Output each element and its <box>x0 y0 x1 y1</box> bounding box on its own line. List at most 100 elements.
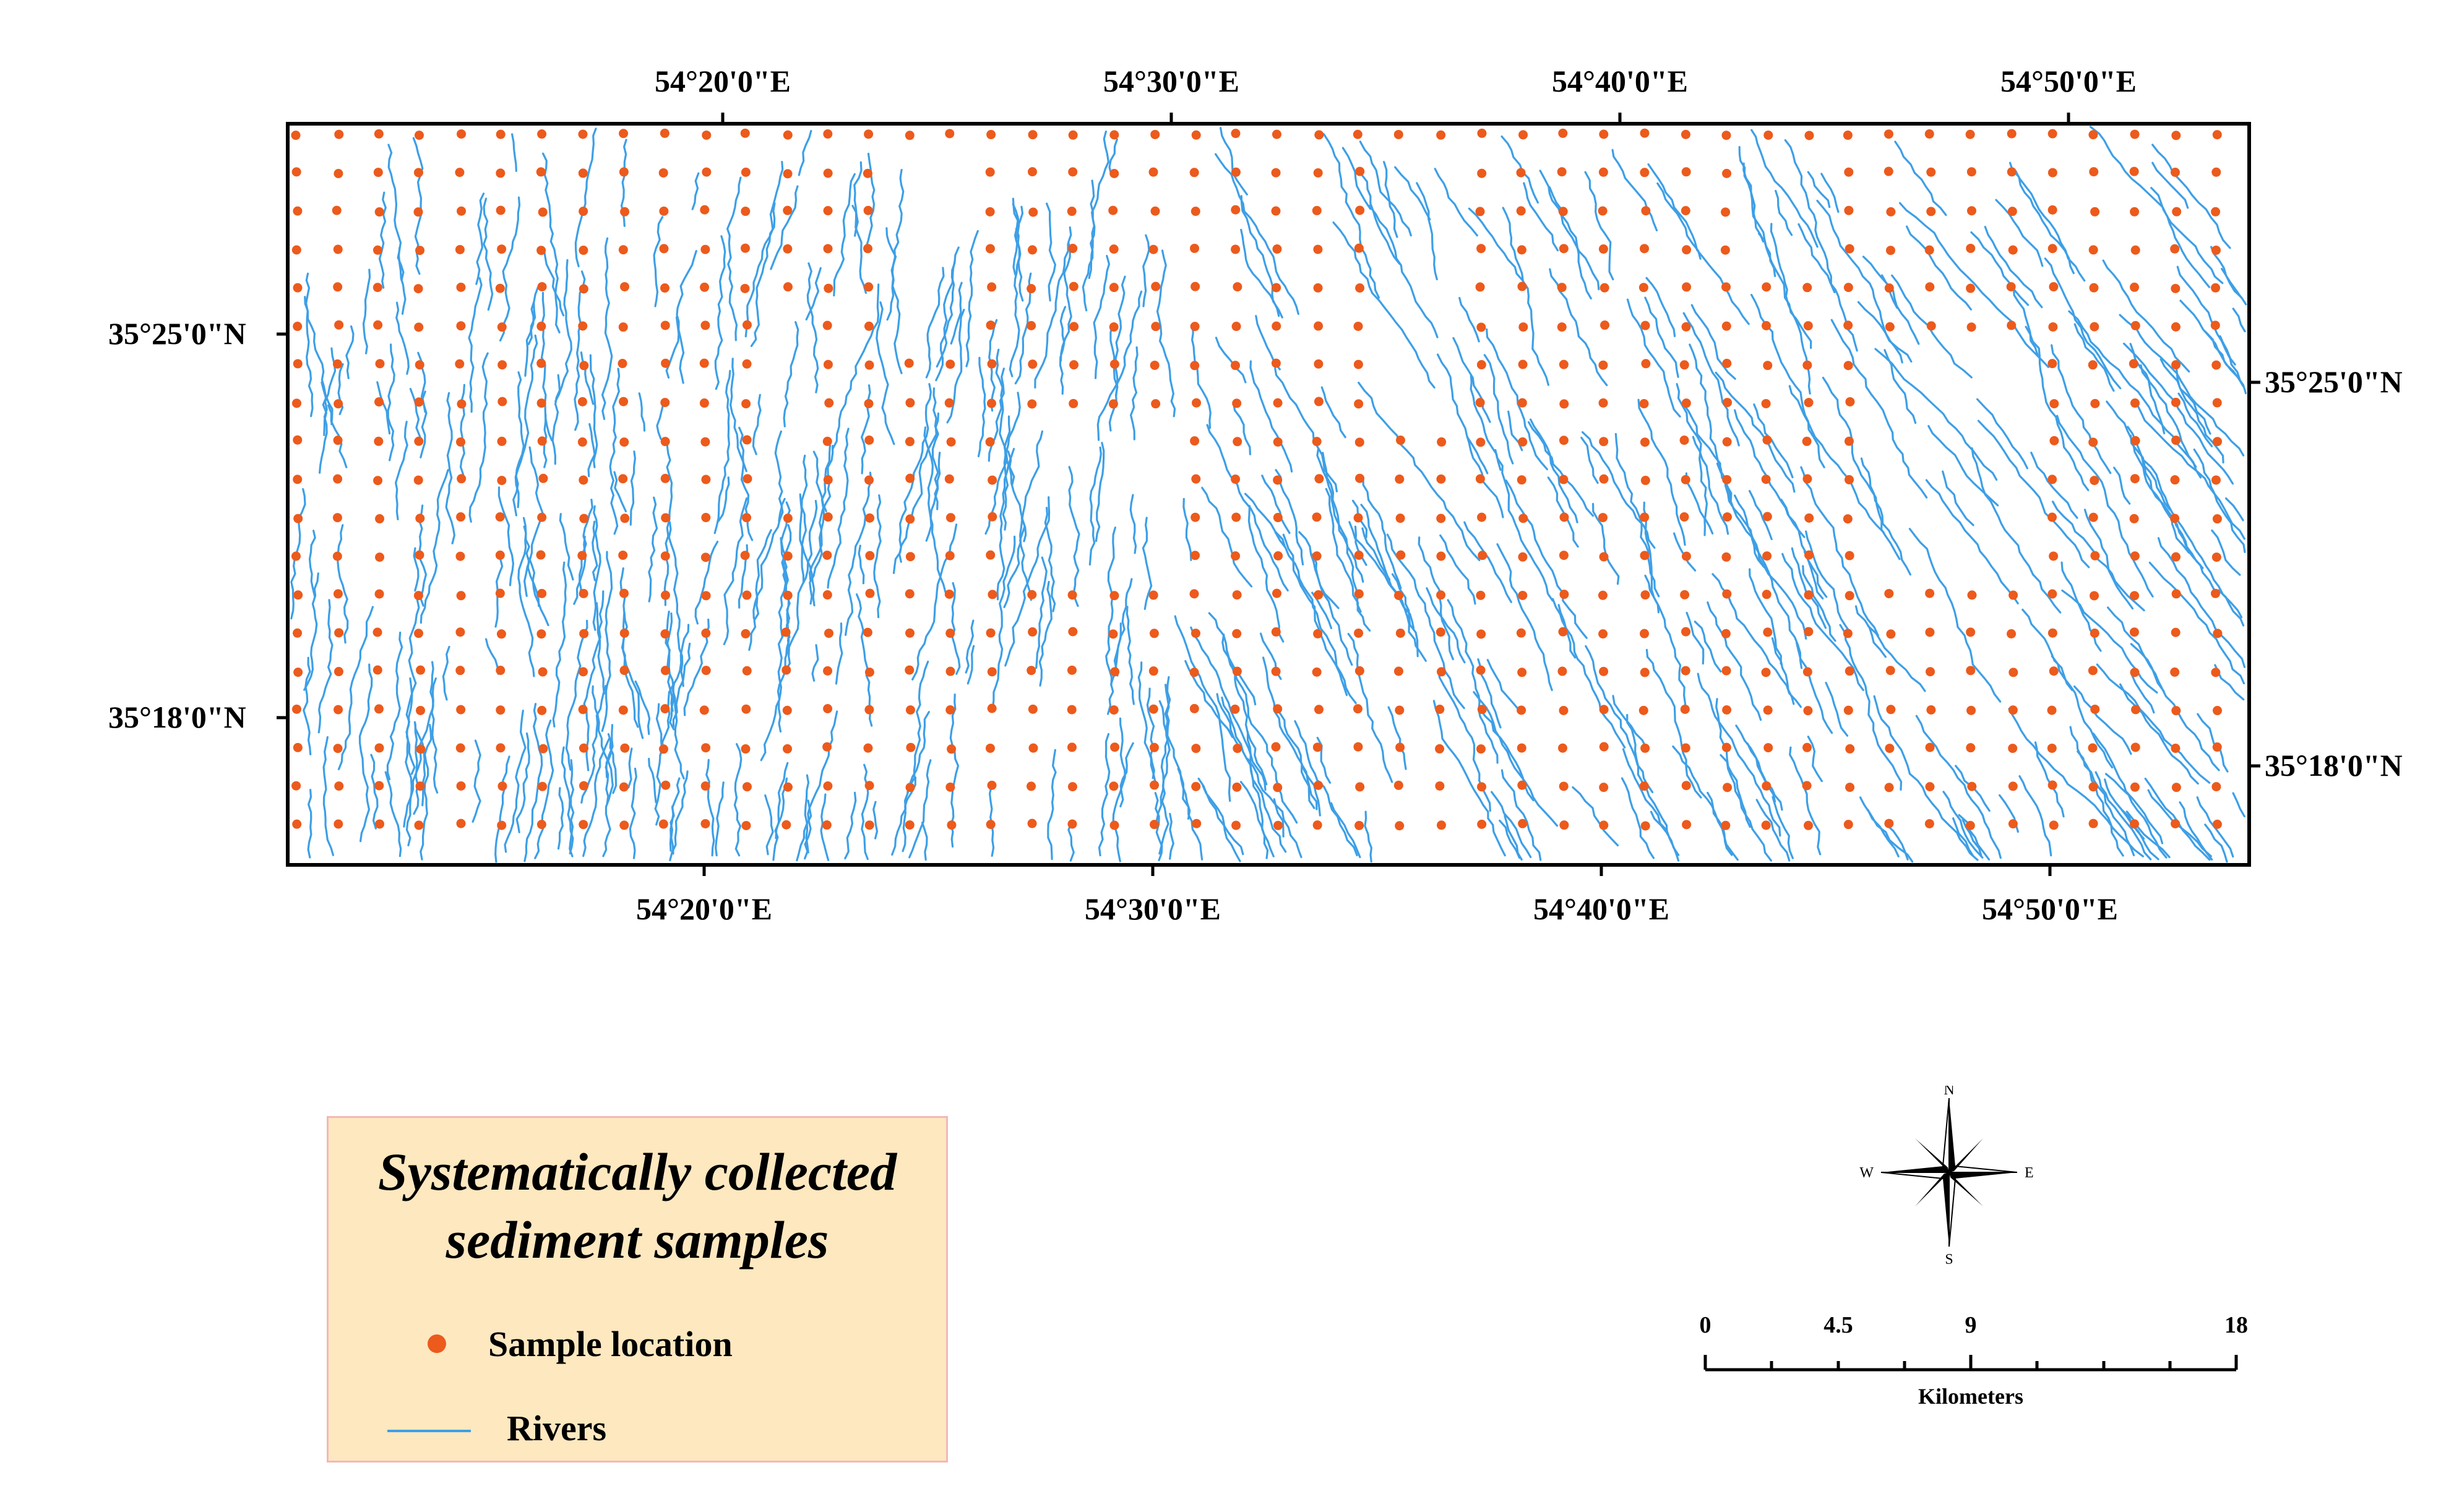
sample-point <box>414 397 424 407</box>
sample-point <box>822 320 832 330</box>
river-line <box>1499 819 1521 859</box>
sample-point <box>1559 820 1569 830</box>
sample-point <box>1682 282 1692 292</box>
river-line <box>2015 170 2086 282</box>
sample-point <box>1723 512 1733 522</box>
sample-point <box>661 513 671 523</box>
river-line <box>1119 742 1134 808</box>
sample-point <box>2212 130 2222 140</box>
sample-point <box>1068 627 1078 637</box>
sample-point <box>1476 665 1486 675</box>
river-line <box>1504 814 1523 861</box>
sample-point <box>1926 705 1936 715</box>
sample-point <box>1804 627 1814 637</box>
sample-point <box>578 705 588 715</box>
sample-point <box>495 550 505 560</box>
sample-point <box>905 783 915 793</box>
sample-point <box>1150 820 1160 830</box>
river-line <box>1873 695 1979 861</box>
river-line <box>1697 672 1781 837</box>
sample-point <box>2211 668 2221 677</box>
sample-point <box>1763 743 1773 753</box>
sample-point <box>987 359 997 369</box>
sample-point <box>1314 590 1324 599</box>
sample-point <box>700 320 710 330</box>
right-latitude-label: 35°18'0"N <box>2265 748 2403 783</box>
sample-point <box>1314 359 1324 369</box>
river-line <box>1208 612 1257 706</box>
sample-point <box>986 628 996 638</box>
river-line <box>497 486 515 586</box>
sample-point <box>1762 320 1772 330</box>
sample-point <box>1271 168 1281 178</box>
river-line <box>1215 337 1247 384</box>
river-line <box>1682 403 1765 569</box>
river-line <box>1261 475 1291 535</box>
sample-point <box>619 129 629 139</box>
river-line <box>1129 494 1137 554</box>
sample-point <box>824 283 833 293</box>
sample-point <box>661 780 671 790</box>
river-line <box>2151 161 2189 209</box>
sample-point <box>1518 513 1528 523</box>
sample-point <box>372 627 382 637</box>
sample-point <box>1314 474 1324 484</box>
sample-point <box>1640 512 1650 522</box>
river-line <box>2123 342 2234 485</box>
sample-point <box>1598 167 1608 177</box>
sample-point <box>1721 282 1731 292</box>
sample-point <box>579 207 588 217</box>
river-line <box>2069 726 2124 857</box>
sample-point <box>2211 552 2221 562</box>
sample-point <box>496 743 506 753</box>
sample-point <box>988 590 997 599</box>
river-line <box>694 540 719 625</box>
river-line <box>805 267 822 321</box>
sample-point <box>374 589 384 599</box>
legend-title-line: Systematically collected <box>377 1142 897 1201</box>
river-line <box>1694 621 1722 673</box>
river-line <box>483 197 494 311</box>
river-line <box>873 494 882 619</box>
sample-point <box>1067 665 1077 675</box>
sample-point <box>986 130 996 140</box>
sample-point <box>1477 819 1487 829</box>
sample-point <box>334 819 343 829</box>
river-line <box>1240 228 1280 317</box>
sample-point <box>1884 283 1894 293</box>
sample-point <box>1517 475 1526 485</box>
sample-point <box>741 167 751 177</box>
sample-point <box>2088 782 2098 792</box>
river-line <box>886 169 905 321</box>
sample-point <box>1844 167 1854 177</box>
sample-point <box>579 513 589 523</box>
river-line <box>2018 775 2052 857</box>
sample-point <box>2088 245 2098 255</box>
sample-point <box>701 743 711 753</box>
river-line <box>748 529 772 651</box>
sample-point <box>947 744 957 754</box>
river-line <box>1067 822 1075 862</box>
river-line <box>2090 126 2224 285</box>
sample-point <box>1231 205 1241 215</box>
legend-item-sample-location: Sample location <box>329 1320 946 1369</box>
river-line <box>1502 207 1549 386</box>
sample-point <box>823 359 833 369</box>
river-line <box>1496 543 1553 692</box>
sample-point <box>742 590 752 600</box>
river-line <box>1416 182 1438 281</box>
sample-point <box>1395 628 1405 638</box>
sample-point <box>1599 129 1609 139</box>
sample-point <box>373 168 383 178</box>
sample-point <box>1926 207 1936 217</box>
sample-point <box>497 476 507 486</box>
sample-point <box>2047 205 2057 215</box>
river-line <box>2102 259 2190 373</box>
river-line <box>2177 392 2213 448</box>
sample-point <box>1151 281 1161 291</box>
river-line <box>1155 700 1169 822</box>
sample-point <box>1640 320 1650 330</box>
sample-point <box>497 781 507 791</box>
sample-point <box>1518 552 1528 562</box>
sample-point <box>2088 360 2098 370</box>
